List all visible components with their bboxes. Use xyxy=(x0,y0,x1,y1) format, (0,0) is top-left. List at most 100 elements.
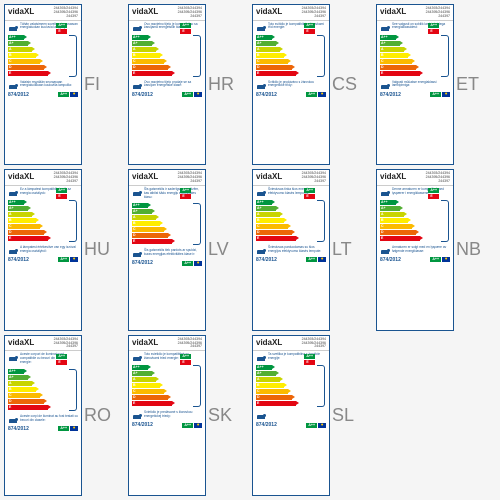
product-numbers: 244393/244394244395/244396244397 xyxy=(302,172,326,184)
language-code: FI xyxy=(84,74,124,95)
label-cell-sk: vidaXL244393/244394244395/244396244397To… xyxy=(128,335,248,496)
energy-scale: A++A+ABCDE xyxy=(5,33,81,79)
energy-grade-arrow: C xyxy=(256,224,326,229)
energy-scale: A++A+ABCDE xyxy=(253,33,329,79)
energy-grade-arrow: A xyxy=(256,47,326,52)
language-code: HU xyxy=(84,239,124,260)
top-description: Šis gaismeklis ir saderīgs ar spuldzēm, … xyxy=(144,188,202,200)
bottom-badges: A++ xyxy=(182,261,202,266)
regulation-number: 874/2012 xyxy=(132,92,153,98)
energy-badge: A++ xyxy=(428,188,439,193)
language-code: NB xyxy=(456,239,496,260)
bottom-badges: A++ xyxy=(182,92,202,97)
luminaire-icon xyxy=(132,249,142,257)
energy-grade-arrow: C xyxy=(256,59,326,64)
energy-label: vidaXL244393/244394244395/244396244397Se… xyxy=(376,4,454,165)
language-code: RO xyxy=(84,405,124,426)
product-numbers: 244393/244394244395/244396244397 xyxy=(54,338,78,350)
energy-grade-arrow: E xyxy=(8,405,78,410)
energy-grade-arrow: C xyxy=(8,393,78,398)
regulation-number: 874/2012 xyxy=(8,92,29,98)
luminaire-icon xyxy=(256,81,266,89)
regulation-number: 874/2012 xyxy=(132,260,153,266)
brand-name: vidaXL xyxy=(132,172,158,184)
energy-grade-arrow: A++ xyxy=(132,203,202,208)
label-cell-hr: vidaXL244393/244394244395/244396244397Ov… xyxy=(128,4,248,165)
brand-name: vidaXL xyxy=(132,7,158,19)
energy-grade-arrow: A xyxy=(380,212,450,217)
label-cell-lt: vidaXL244393/244394244395/244396244397Šv… xyxy=(252,169,372,330)
language-code: HR xyxy=(208,74,248,95)
product-numbers: 244393/244394244395/244396244397 xyxy=(54,7,78,19)
energy-grade-arrow: C xyxy=(380,59,450,64)
product-numbers: 244393/244394244395/244396244397 xyxy=(178,172,202,184)
energy-grade-arrow: A xyxy=(8,47,78,52)
range-bracket xyxy=(317,35,325,77)
luminaire-icon xyxy=(256,411,266,419)
energy-grade-arrow: D xyxy=(132,65,202,70)
bottom-badges: A++ xyxy=(58,257,78,262)
energy-grade-arrow: E xyxy=(380,236,450,241)
energy-grade-arrow: A+ xyxy=(256,41,326,46)
language-code: SL xyxy=(332,405,372,426)
top-description: Ez a lámpatest kompatibilis izzók az ene… xyxy=(20,188,78,196)
energy-badge: A++ xyxy=(180,354,191,359)
label-cell-sl: vidaXL244393/244394244395/244396244397Ta… xyxy=(252,335,372,496)
energy-label: vidaXL244393/244394244395/244396244397Ac… xyxy=(4,335,82,496)
energy-grade-arrow: A++ xyxy=(132,365,202,370)
energy-grade-arrow: D xyxy=(132,395,202,400)
eu-flag-icon xyxy=(442,257,450,262)
energy-label: vidaXL244393/244394244395/244396244397Tä… xyxy=(4,4,82,165)
range-bracket xyxy=(441,35,449,77)
label-cell-nb: vidaXL244393/244394244395/244396244397De… xyxy=(376,169,496,330)
energy-grade-arrow: A++ xyxy=(256,200,326,205)
energy-grade-arrow: A+ xyxy=(8,375,78,380)
energy-scale: A++A+ABCDE xyxy=(129,33,205,79)
eu-flag-icon xyxy=(318,423,326,428)
energy-grade-arrow: A+ xyxy=(132,41,202,46)
regulation-number: 874/2012 xyxy=(132,422,153,428)
energy-grade-arrow: C xyxy=(8,59,78,64)
energy-grade-arrow: A++ xyxy=(8,200,78,205)
brand-name: vidaXL xyxy=(256,7,282,19)
energy-grade-arrow: B xyxy=(132,221,202,226)
energy-grade-arrow: B xyxy=(380,218,450,223)
energy-grade-arrow: B xyxy=(132,383,202,388)
energy-badge: A++ xyxy=(58,257,69,262)
energy-badge: A++ xyxy=(182,261,193,266)
label-cell-hu: vidaXL244393/244394244395/244396244397Ez… xyxy=(4,169,124,330)
energy-label: vidaXL244393/244394244395/244396244397To… xyxy=(252,4,330,165)
energy-badge: A++ xyxy=(304,23,315,28)
energy-scale: A++A+ABCDE xyxy=(5,198,81,244)
energy-grade-arrow: D xyxy=(380,65,450,70)
eu-flag-icon xyxy=(194,423,202,428)
energy-badge: A++ xyxy=(180,23,191,28)
energy-grade-arrow: D xyxy=(8,65,78,70)
energy-scale: A++A+ABCDE xyxy=(5,367,81,413)
range-bracket xyxy=(193,203,201,245)
energy-label: vidaXL244393/244394244395/244396244397Šv… xyxy=(252,169,330,330)
energy-grade-arrow: E xyxy=(132,239,202,244)
energy-grade-arrow: A xyxy=(8,381,78,386)
energy-grade-arrow: A+ xyxy=(8,41,78,46)
energy-label: vidaXL 244393/244394244395/244396244397 Ši… xyxy=(128,169,206,330)
regulation-number: 874/2012 xyxy=(256,92,277,98)
energy-badge: A++ xyxy=(56,354,67,359)
energy-grade-arrow: D xyxy=(132,233,202,238)
bottom-description: Armaturen er solgt med en lyspære av føl… xyxy=(377,244,453,256)
top-description: Toto svítidlo je kompatibilní s žárovkam… xyxy=(268,23,326,31)
energy-label: vidaXL244393/244394244395/244396244397To… xyxy=(128,335,206,496)
energy-grade-arrow: A++ xyxy=(8,35,78,40)
energy-grade-arrow: C xyxy=(132,59,202,64)
energy-grade-arrow: B xyxy=(256,218,326,223)
bottom-badges: A++ xyxy=(306,423,326,428)
energy-grade-arrow: E xyxy=(8,236,78,241)
regulation-number: 874/2012 xyxy=(256,422,277,428)
bottom-description: Ovo rasvjetno tijelo prodaje se sa žarul… xyxy=(129,79,205,91)
energy-badge: A++ xyxy=(56,23,67,28)
energy-grade-arrow: A xyxy=(380,47,450,52)
label-cell-ro: vidaXL244393/244394244395/244396244397Ac… xyxy=(4,335,124,496)
energy-grade-arrow: E xyxy=(256,401,326,406)
brand-name: vidaXL xyxy=(256,172,282,184)
energy-grade-arrow: A xyxy=(256,377,326,382)
